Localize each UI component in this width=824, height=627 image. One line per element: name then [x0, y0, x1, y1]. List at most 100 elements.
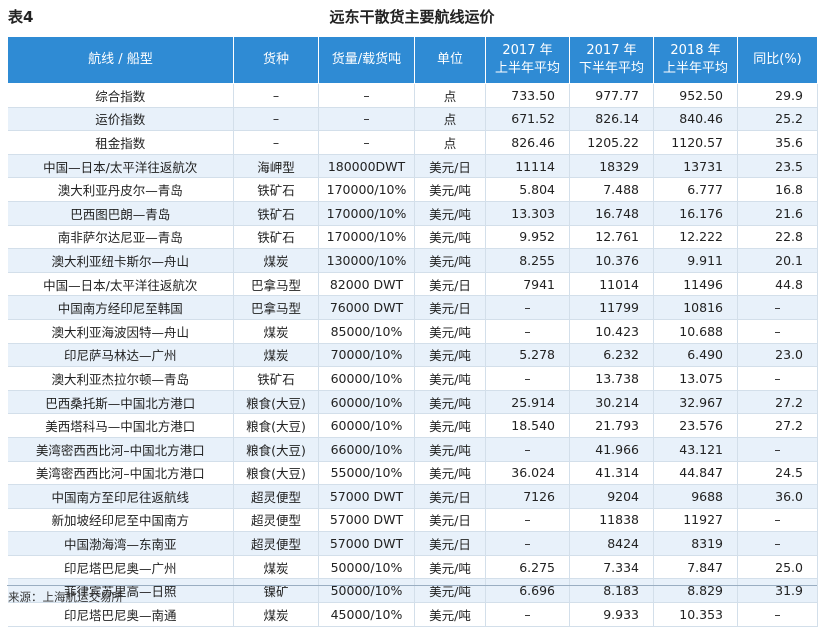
volume-cell: 57000 DWT: [318, 508, 415, 533]
volume-cell: 170000/10%: [318, 225, 415, 250]
h2-2017-cell: 11799: [569, 295, 654, 320]
cargo-cell: 镍矿: [233, 578, 319, 604]
h1-2017-cell: –: [485, 437, 570, 462]
h1-2017-cell: 13.303: [485, 201, 570, 226]
h2-2017-cell: 9.933: [569, 602, 654, 627]
cargo-cell: 粮食(大豆): [233, 461, 319, 486]
h2-2017-cell: 21.793: [569, 413, 654, 438]
h1-2018-cell: 23.576: [653, 413, 738, 438]
table-row: 新加坡经印尼至中国南方 超灵便型 57000 DWT 美元/日 –11838 11927–: [7, 508, 818, 533]
volume-cell: 45000/10%: [318, 602, 415, 627]
h1-2018-cell: 9.911: [653, 248, 738, 273]
h1-2018-cell: 952.50: [653, 83, 738, 108]
cargo-cell: 巴拿马型: [233, 295, 319, 320]
volume-cell: 130000/10%: [318, 248, 415, 273]
h1-2017-cell: –: [485, 366, 570, 391]
table-row: 印尼塔巴尼奥—南通 煤炭 45000/10% 美元/吨 –9.933 10.353–: [7, 602, 818, 627]
h1-2017-cell: 6.275: [485, 555, 570, 580]
route-cell: 印尼塔巴尼奥—广州: [7, 555, 234, 580]
route-cell: 巴西桑托斯—中国北方港口: [7, 390, 234, 415]
route-cell: 印尼萨马林达—广州: [7, 343, 234, 368]
route-cell: 巴西图巴朗—青岛: [7, 201, 234, 226]
h1-2018-cell: 9688: [653, 484, 738, 509]
header-line: 单位: [436, 52, 463, 67]
volume-cell: 57000 DWT: [318, 484, 415, 509]
h2-2017-cell: 10.376: [569, 248, 654, 273]
yoy-cell: 22.8: [737, 225, 818, 250]
h1-2017-cell: 7941: [485, 272, 570, 297]
table-row: 巴西图巴朗—青岛 铁矿石 170000/10% 美元/吨 13.303 16.748 16.…: [7, 201, 818, 226]
h1-2018-cell: 12.222: [653, 225, 738, 250]
volume-cell: 70000/10%: [318, 343, 415, 368]
h1-2017-cell: 826.46: [485, 130, 570, 155]
yoy-cell: –: [737, 508, 818, 533]
cargo-cell: 巴拿马型: [233, 272, 319, 297]
table-row: 中国—日本/太平洋往返航次 海岬型 180000DWT 美元/日 11114 18329 1…: [7, 154, 818, 179]
table-row: 运价指数 – – 点 671.52 826.14 840.46 25.2: [7, 107, 818, 132]
route-cell: 美湾密西西比河–中国北方港口: [7, 437, 234, 462]
table-row: 中国渤海湾—东南亚 超灵便型 57000 DWT 美元/日 –8424 8319–: [7, 531, 818, 556]
unit-cell: 点: [414, 83, 486, 108]
volume-cell: 55000/10%: [318, 461, 415, 486]
yoy-cell: 35.6: [737, 130, 818, 155]
table-row: 澳大利亚海波因特—舟山 煤炭 85000/10% 美元/吨 –10.423 10.688–: [7, 319, 818, 344]
header-line: 2018 年: [670, 43, 721, 58]
unit-cell: 美元/吨: [414, 390, 486, 415]
unit-cell: 美元/吨: [414, 319, 486, 344]
cargo-cell: –: [233, 130, 319, 155]
cargo-cell: 粮食(大豆): [233, 390, 319, 415]
cargo-cell: 煤炭: [233, 248, 319, 273]
h2-2017-cell: 9204: [569, 484, 654, 509]
unit-cell: 美元/吨: [414, 177, 486, 202]
h1-2017-cell: 671.52: [485, 107, 570, 132]
route-cell: 澳大利亚丹皮尔—青岛: [7, 177, 234, 202]
route-cell: 中国南方经印尼至韩国: [7, 295, 234, 320]
yoy-cell: 23.5: [737, 154, 818, 179]
table-header-row: 航线 / 船型 货种 货量/载货吨 单位 2017 年上半年平均 2017 年下半年平均 2…: [7, 36, 818, 84]
volume-cell: 82000 DWT: [318, 272, 415, 297]
header-line: 2017 年: [502, 43, 553, 58]
h1-2018-cell: 8319: [653, 531, 738, 556]
unit-cell: 美元/吨: [414, 437, 486, 462]
h1-2017-cell: –: [485, 319, 570, 344]
h1-2017-cell: 9.952: [485, 225, 570, 250]
cargo-cell: 粮食(大豆): [233, 413, 319, 438]
unit-cell: 美元/日: [414, 295, 486, 320]
header-line: 同比(%): [753, 52, 802, 67]
unit-cell: 美元/日: [414, 508, 486, 533]
route-cell: 美西塔科马—中国北方港口: [7, 413, 234, 438]
volume-cell: 50000/10%: [318, 555, 415, 580]
route-cell: 综合指数: [7, 83, 234, 108]
volume-cell: –: [318, 83, 415, 108]
yoy-cell: –: [737, 366, 818, 391]
table-row: 美西塔科马—中国北方港口 粮食(大豆) 60000/10% 美元/吨 18.540 21.…: [7, 413, 818, 438]
cargo-cell: 粮食(大豆): [233, 437, 319, 462]
table-body: 综合指数 – – 点 733.50 977.77 952.50 29.9 运价指数 – – 点 671.…: [7, 83, 818, 627]
table-row: 中国南方经印尼至韩国 巴拿马型 76000 DWT 美元/日 –11799 10816–: [7, 295, 818, 320]
h1-2018-cell: 840.46: [653, 107, 738, 132]
unit-cell: 美元/吨: [414, 602, 486, 627]
volume-cell: 50000/10%: [318, 578, 415, 604]
header-line: 上半年平均: [662, 61, 728, 76]
route-cell: 印尼塔巴尼奥—南通: [7, 602, 234, 627]
cargo-cell: 超灵便型: [233, 531, 319, 556]
unit-cell: 美元/吨: [414, 413, 486, 438]
h1-2018-cell: 6.490: [653, 343, 738, 368]
table-caption: 表4 远东干散货主要航线运价: [0, 0, 824, 34]
route-cell: 中国—日本/太平洋往返航次: [7, 154, 234, 179]
h1-2017-cell: –: [485, 531, 570, 556]
table-row: 印尼萨马林达—广州 煤炭 70000/10% 美元/吨 5.278 6.232 6.490 2…: [7, 343, 818, 368]
yoy-cell: 29.9: [737, 83, 818, 108]
h2-2017-cell: 8424: [569, 531, 654, 556]
volume-cell: 180000DWT: [318, 154, 415, 179]
table-title: 远东干散货主要航线运价: [329, 8, 495, 26]
cargo-cell: 煤炭: [233, 555, 319, 580]
h2-2017-cell: 7.488: [569, 177, 654, 202]
yoy-cell: 27.2: [737, 390, 818, 415]
yoy-cell: 24.5: [737, 461, 818, 486]
h2-2017-cell: 10.423: [569, 319, 654, 344]
h2-2017-cell: 977.77: [569, 83, 654, 108]
h1-2018-cell: 43.121: [653, 437, 738, 462]
route-cell: 澳大利亚海波因特—舟山: [7, 319, 234, 344]
table-row: 南非萨尔达尼亚—青岛 铁矿石 170000/10% 美元/吨 9.952 12.761 12…: [7, 225, 818, 250]
